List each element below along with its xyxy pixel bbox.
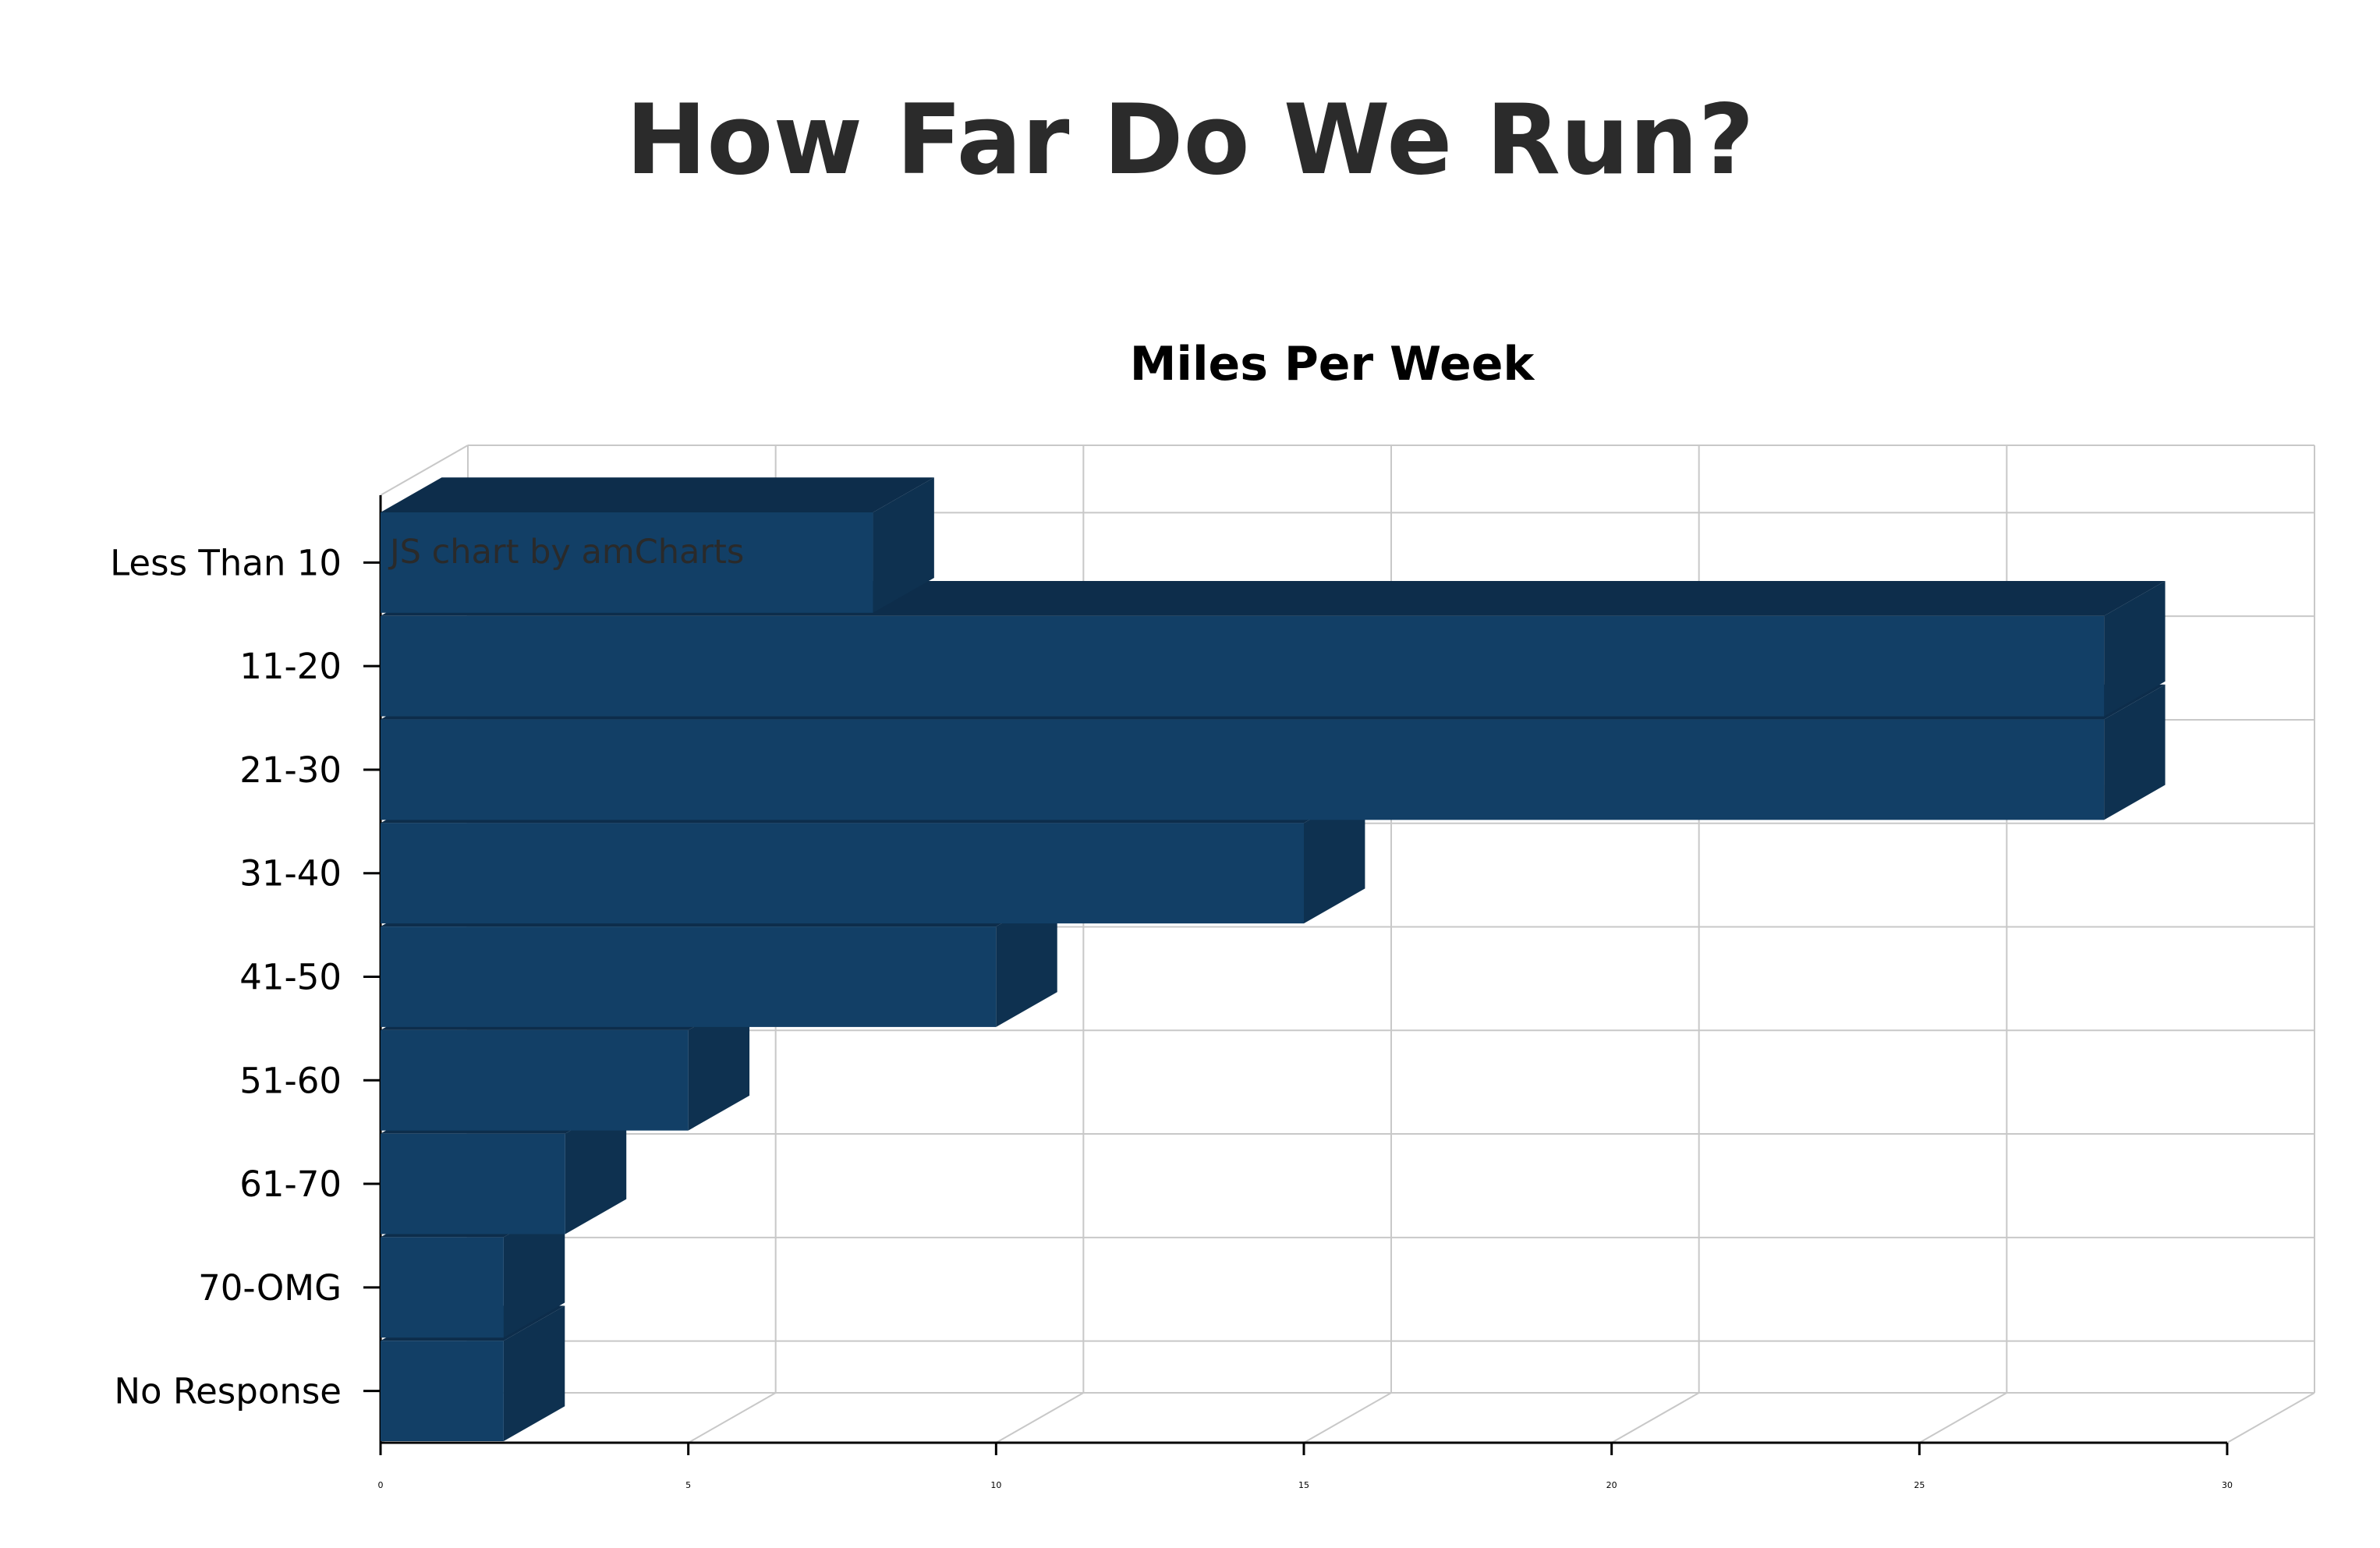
bar-side-face [2104,684,2166,820]
category-label: 41-50 [239,957,342,998]
bar-side-face [503,1305,565,1442]
bar [381,477,934,613]
bar-front-face [381,1341,504,1442]
category-label: No Response [114,1371,342,1412]
chart-bars [381,477,2166,1442]
bar-side-face [996,891,1057,1027]
grid-line-floor [1611,1392,1700,1444]
grid-line-floor [1303,1392,1392,1444]
category-label: 61-70 [239,1164,342,1205]
bar-front-face [381,1133,565,1235]
grid-line-corner [380,445,469,496]
x-tick-label: 5 [685,1480,691,1490]
bar-side-face [565,1098,627,1235]
bar-top-face [381,477,934,512]
x-tick-label: 15 [1298,1480,1309,1490]
x-tick-label: 0 [378,1480,384,1490]
x-tick-label: 30 [2222,1480,2233,1490]
chart-labels: 0 5 10 15 20 25 30 Less Than 10 11-20 21-30 31-40 4… [110,542,2233,1490]
bar-front-face [381,615,2105,717]
bar-front-face [381,512,873,613]
bar-front-face [381,1237,504,1338]
category-label: Less Than 10 [110,542,342,583]
chart-title: Miles Per Week [1130,337,1536,391]
bar [381,995,750,1131]
x-tick-label: 25 [1914,1480,1925,1490]
bar-side-face [1304,788,1365,924]
bar-front-face [381,823,1304,924]
category-label: 70-OMG [198,1267,342,1309]
chart-credit-link[interactable]: JS chart by amCharts [388,533,744,572]
category-label: 11-20 [239,646,342,687]
page-title: How Far Do We Run? [625,84,1755,197]
grid-line-floor [1918,1392,2007,1444]
category-label: 21-30 [239,749,342,791]
bar-side-face [873,477,934,613]
category-label: 31-40 [239,853,342,894]
x-tick-label: 10 [990,1480,1001,1490]
category-label: 51-60 [239,1060,342,1101]
x-tick-label: 20 [1606,1480,1617,1490]
grid-line-floor [2226,1392,2315,1444]
bar-side-face [2104,580,2166,717]
bar-side-face [688,995,750,1131]
bar-front-face [381,1029,689,1131]
grid-line-floor [995,1392,1084,1444]
bar-front-face [381,719,2105,820]
bar-side-face [503,1202,565,1338]
bar-front-face [381,926,997,1027]
grid-line-floor [688,1392,777,1444]
